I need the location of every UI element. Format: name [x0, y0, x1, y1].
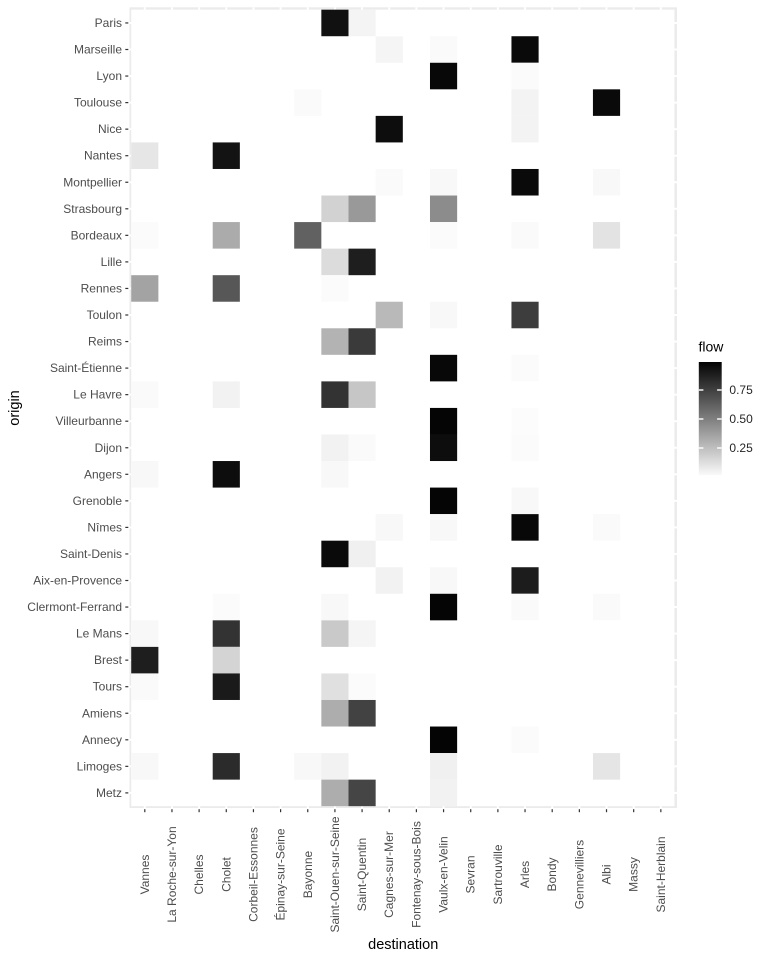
- svg-text:Sevran: Sevran: [464, 855, 478, 893]
- svg-text:Bondy: Bondy: [545, 857, 559, 891]
- svg-text:Saint-Herblain: Saint-Herblain: [654, 836, 668, 912]
- svg-text:Bordeaux: Bordeaux: [71, 228, 122, 242]
- svg-text:Amiens: Amiens: [82, 706, 122, 720]
- svg-text:Cagnes-sur-Mer: Cagnes-sur-Mer: [382, 831, 396, 918]
- svg-text:flow: flow: [699, 339, 725, 355]
- svg-text:Metz: Metz: [96, 786, 122, 800]
- svg-text:Reims: Reims: [88, 335, 122, 349]
- svg-text:Chelles: Chelles: [192, 854, 206, 894]
- svg-text:Corbeil-Essonnes: Corbeil-Essonnes: [246, 827, 260, 922]
- svg-text:Arles: Arles: [518, 861, 532, 888]
- svg-text:origin: origin: [7, 390, 23, 425]
- svg-text:Lille: Lille: [101, 255, 123, 269]
- svg-text:Limoges: Limoges: [77, 759, 122, 773]
- svg-text:Lyon: Lyon: [96, 69, 122, 83]
- svg-text:Nice: Nice: [98, 122, 122, 136]
- svg-text:0.75: 0.75: [729, 383, 753, 397]
- svg-text:Rennes: Rennes: [81, 281, 122, 295]
- svg-text:0.50: 0.50: [729, 412, 753, 426]
- svg-text:Toulon: Toulon: [87, 308, 122, 322]
- svg-text:Saint-Ouen-sur-Seine: Saint-Ouen-sur-Seine: [328, 816, 342, 932]
- svg-text:Angers: Angers: [84, 467, 122, 481]
- svg-text:Sartrouville: Sartrouville: [491, 844, 505, 904]
- svg-text:Gennevilliers: Gennevilliers: [572, 840, 586, 909]
- svg-text:Dijon: Dijon: [95, 441, 122, 455]
- svg-text:Massy: Massy: [627, 857, 641, 892]
- svg-text:Cholet: Cholet: [219, 856, 233, 891]
- svg-text:Marseille: Marseille: [74, 43, 122, 57]
- svg-text:destination: destination: [368, 937, 438, 953]
- svg-text:Le Mans: Le Mans: [76, 627, 122, 641]
- svg-text:Brest: Brest: [94, 653, 123, 667]
- svg-text:Grenoble: Grenoble: [73, 494, 123, 508]
- svg-text:Villeurbanne: Villeurbanne: [56, 414, 123, 428]
- svg-text:0.25: 0.25: [729, 441, 753, 455]
- svg-text:Saint-Étienne: Saint-Étienne: [50, 360, 122, 375]
- svg-text:Strasbourg: Strasbourg: [63, 202, 122, 216]
- svg-text:Fontenay-sous-Bois: Fontenay-sous-Bois: [409, 821, 423, 928]
- svg-text:Toulouse: Toulouse: [74, 96, 122, 110]
- svg-text:Saint-Denis: Saint-Denis: [60, 547, 122, 561]
- svg-text:Épinay-sur-Seine: Épinay-sur-Seine: [273, 828, 288, 920]
- svg-text:Nîmes: Nîmes: [87, 520, 122, 534]
- svg-text:Clermont-Ferrand: Clermont-Ferrand: [27, 600, 122, 614]
- svg-text:Albi: Albi: [600, 864, 614, 884]
- svg-text:Tours: Tours: [93, 680, 122, 694]
- svg-text:Paris: Paris: [95, 16, 122, 30]
- svg-text:Saint-Quentin: Saint-Quentin: [355, 838, 369, 911]
- svg-text:Vannes: Vannes: [138, 855, 152, 895]
- svg-text:Nantes: Nantes: [84, 149, 122, 163]
- svg-text:Vaulx-en-Velin: Vaulx-en-Velin: [437, 836, 451, 913]
- svg-text:La Roche-sur-Yon: La Roche-sur-Yon: [165, 826, 179, 922]
- svg-text:Annecy: Annecy: [82, 733, 122, 747]
- svg-text:Le Havre: Le Havre: [73, 388, 122, 402]
- svg-text:Montpellier: Montpellier: [63, 175, 122, 189]
- svg-text:Aix-en-Provence: Aix-en-Provence: [33, 574, 122, 588]
- svg-text:Bayonne: Bayonne: [301, 850, 315, 898]
